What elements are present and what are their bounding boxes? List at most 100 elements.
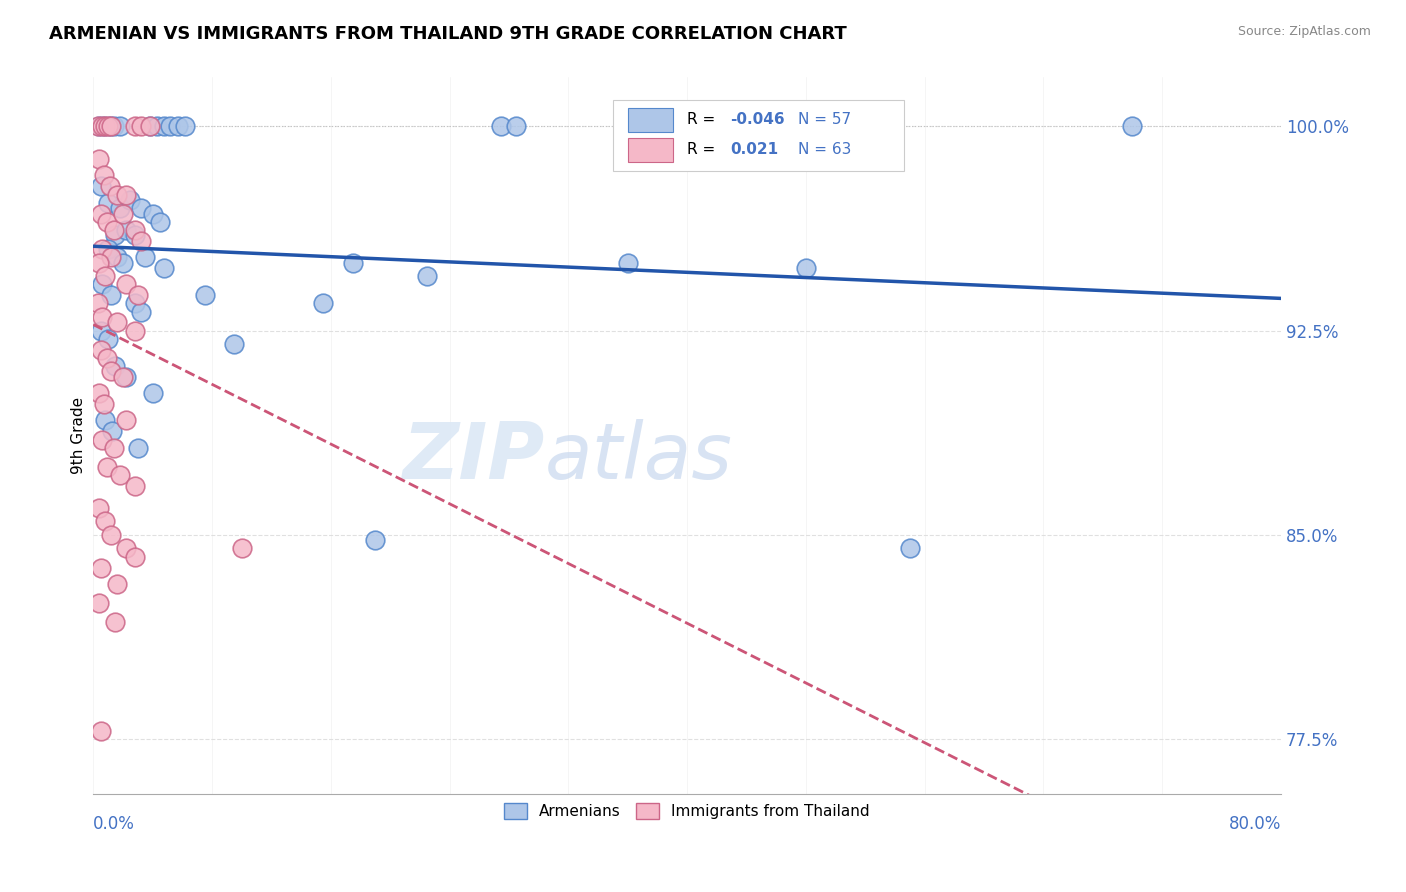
Point <box>115 277 138 292</box>
Point <box>124 549 146 564</box>
Point <box>90 324 112 338</box>
Text: R =: R = <box>688 112 720 128</box>
Text: N = 57: N = 57 <box>797 112 851 128</box>
Point <box>146 120 169 134</box>
Text: 0.0%: 0.0% <box>93 815 135 833</box>
Point <box>96 215 118 229</box>
Point <box>100 120 122 134</box>
Text: Source: ZipAtlas.com: Source: ZipAtlas.com <box>1237 25 1371 38</box>
Point <box>129 304 152 318</box>
Point <box>153 120 176 134</box>
Point <box>127 288 149 302</box>
Point <box>111 255 134 269</box>
Point <box>89 386 111 401</box>
Point <box>104 615 127 629</box>
Point <box>149 215 172 229</box>
Point <box>94 120 117 134</box>
Point <box>90 560 112 574</box>
Point <box>129 120 152 134</box>
Point <box>90 206 112 220</box>
Point <box>103 223 125 237</box>
Point <box>134 250 156 264</box>
Point <box>98 120 121 134</box>
Point <box>138 120 160 134</box>
Point <box>491 120 513 134</box>
Point <box>90 723 112 738</box>
Point <box>124 228 146 243</box>
Point <box>100 250 122 264</box>
Point <box>124 120 146 134</box>
Point <box>108 467 131 482</box>
Point <box>93 397 115 411</box>
Point <box>90 179 112 194</box>
Point <box>129 234 152 248</box>
Point <box>91 277 114 292</box>
Point <box>231 541 253 556</box>
Point <box>115 370 138 384</box>
Point <box>416 269 439 284</box>
Legend: Armenians, Immigrants from Thailand: Armenians, Immigrants from Thailand <box>498 797 876 825</box>
Point <box>104 359 127 373</box>
Point <box>91 120 114 134</box>
Point <box>153 260 176 275</box>
Point <box>174 120 197 134</box>
Point <box>86 120 108 134</box>
Point <box>89 152 111 166</box>
Point <box>101 425 124 439</box>
Point <box>96 459 118 474</box>
Point <box>115 187 138 202</box>
Point <box>93 169 115 183</box>
Point <box>89 255 111 269</box>
Point <box>129 201 152 215</box>
Point <box>115 223 138 237</box>
Point <box>124 479 146 493</box>
Point <box>127 441 149 455</box>
Point <box>93 120 115 134</box>
Point <box>224 337 246 351</box>
Point <box>1121 120 1143 134</box>
Point <box>105 187 128 202</box>
Point <box>97 120 120 134</box>
Point <box>104 228 127 243</box>
Point <box>97 242 120 256</box>
Point <box>91 242 114 256</box>
Point <box>159 120 181 134</box>
Point <box>142 206 165 220</box>
Point <box>111 206 134 220</box>
Text: 0.021: 0.021 <box>730 142 778 157</box>
Point <box>898 541 921 556</box>
Point <box>89 500 111 515</box>
Point <box>312 296 335 310</box>
Point <box>193 288 215 302</box>
Point <box>100 364 122 378</box>
Point <box>505 120 527 134</box>
Point <box>342 255 364 269</box>
Point <box>166 120 188 134</box>
Text: R =: R = <box>688 142 725 157</box>
Bar <box>627 108 673 132</box>
Point <box>100 288 122 302</box>
Point <box>108 201 131 215</box>
Text: N = 63: N = 63 <box>797 142 851 157</box>
Point <box>115 413 138 427</box>
Text: -0.046: -0.046 <box>730 112 785 128</box>
Point <box>105 250 128 264</box>
Point <box>103 120 125 134</box>
Point <box>111 370 134 384</box>
Point <box>120 193 142 207</box>
Point <box>100 528 122 542</box>
Text: atlas: atlas <box>544 419 733 495</box>
Point <box>94 269 117 284</box>
Point <box>616 255 638 269</box>
Point <box>108 120 131 134</box>
Point <box>105 577 128 591</box>
Point <box>364 533 387 548</box>
Point <box>105 316 128 330</box>
Point <box>124 296 146 310</box>
Point <box>91 433 114 447</box>
Point <box>94 413 117 427</box>
Point <box>94 514 117 528</box>
Point <box>794 260 817 275</box>
Point <box>103 441 125 455</box>
Text: ZIP: ZIP <box>402 419 544 495</box>
